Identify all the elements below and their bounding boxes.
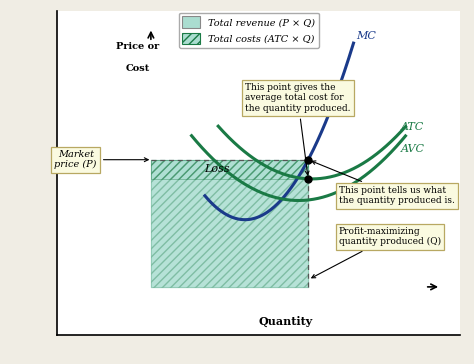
Text: Cost: Cost: [125, 64, 150, 73]
Legend: Total revenue (P × Q), Total costs (ATC × Q): Total revenue (P × Q), Total costs (ATC …: [179, 12, 319, 48]
Text: AVC: AVC: [401, 144, 425, 154]
Text: Quantity: Quantity: [258, 316, 312, 327]
Text: This point gives the
average total cost for
the quantity produced.: This point gives the average total cost …: [245, 83, 350, 175]
Text: ATC: ATC: [401, 122, 424, 132]
Text: Market
price (P): Market price (P): [55, 150, 148, 170]
Text: Loss: Loss: [204, 164, 230, 174]
Text: Price or: Price or: [116, 42, 159, 51]
Text: MC: MC: [356, 31, 376, 41]
Text: Profit-maximizing
quantity produced (Q): Profit-maximizing quantity produced (Q): [312, 227, 441, 278]
Text: This point tells us what
the quantity produced is.: This point tells us what the quantity pr…: [312, 161, 455, 206]
